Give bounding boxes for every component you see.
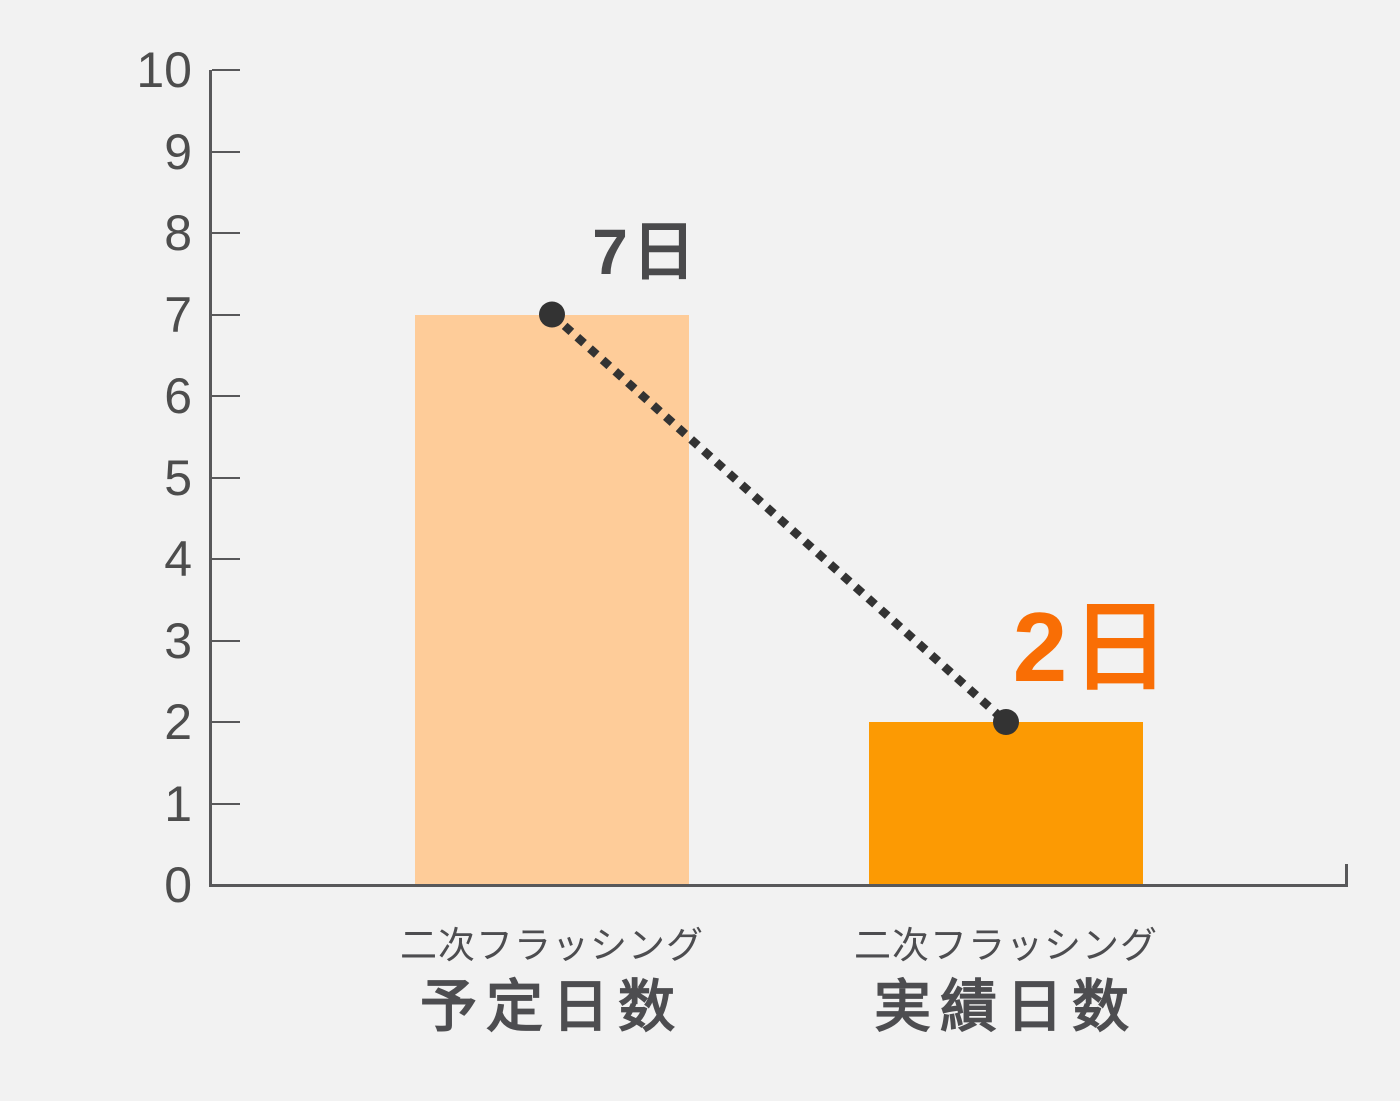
y-axis-tick-label: 1 bbox=[164, 775, 192, 832]
y-axis-tick-label: 4 bbox=[164, 531, 192, 587]
category-label-line2: 予定日数 bbox=[420, 975, 684, 1039]
bar-actual-days bbox=[869, 722, 1143, 884]
y-axis-tick-label: 9 bbox=[164, 123, 192, 180]
x-axis-end-tick bbox=[1345, 864, 1348, 885]
y-axis-tick bbox=[212, 476, 240, 479]
y-axis-tick bbox=[212, 313, 240, 316]
category-label-line2: 実績日数 bbox=[874, 975, 1138, 1039]
y-axis-tick-label: 8 bbox=[164, 205, 192, 261]
y-axis-tick-label: 10 bbox=[136, 42, 192, 98]
y-axis-tick bbox=[212, 395, 240, 397]
value-label-planned: 7日 bbox=[592, 216, 700, 288]
y-axis-tick-label: 6 bbox=[164, 368, 192, 424]
category-label-planned: 二次フラッシング予定日数 bbox=[322, 924, 782, 1040]
y-axis-line bbox=[209, 70, 212, 887]
x-axis-line bbox=[209, 884, 1348, 887]
category-label-line1: 二次フラッシング bbox=[400, 925, 704, 966]
value-label-actual: 2日 bbox=[1012, 592, 1174, 702]
y-axis-tick-label: 0 bbox=[164, 857, 192, 913]
y-axis-tick bbox=[212, 639, 240, 642]
bar-planned-days bbox=[415, 314, 689, 884]
category-label-actual: 二次フラッシング実績日数 bbox=[776, 924, 1236, 1040]
y-axis-tick bbox=[212, 884, 240, 886]
y-axis-tick-label: 2 bbox=[164, 694, 192, 750]
y-axis-tick bbox=[212, 802, 240, 805]
y-axis-tick bbox=[212, 150, 240, 153]
y-axis-tick bbox=[212, 721, 240, 723]
y-axis-tick bbox=[212, 69, 240, 71]
y-axis-tick-label: 5 bbox=[164, 449, 192, 506]
y-axis-tick-label: 3 bbox=[164, 612, 192, 669]
y-axis-tick bbox=[212, 232, 240, 234]
y-axis-tick bbox=[212, 558, 240, 560]
y-axis-tick-label: 7 bbox=[164, 286, 192, 343]
category-label-line1: 二次フラッシング bbox=[854, 925, 1158, 966]
